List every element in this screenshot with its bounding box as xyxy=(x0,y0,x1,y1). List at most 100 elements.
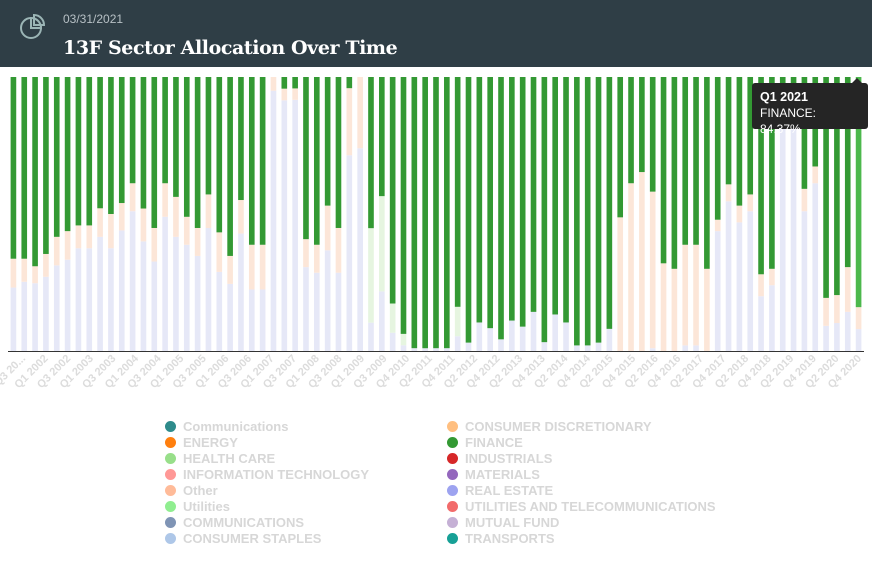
bar-utilities-q3-2010[interactable] xyxy=(400,333,407,346)
bar-consumer-staples-q3-2004[interactable] xyxy=(140,241,147,351)
bar-finance-q1-2010[interactable] xyxy=(379,77,385,197)
bar-finance-q3-2004[interactable] xyxy=(140,77,147,209)
bar-finance-q2-2016[interactable] xyxy=(649,77,656,192)
bar-consumer-staples-q3-2019[interactable] xyxy=(790,117,797,351)
bar-other-q4-2007[interactable] xyxy=(281,88,288,101)
bar-finance-q1-2021[interactable] xyxy=(855,77,862,308)
bar-finance-q2-2009[interactable] xyxy=(346,77,353,89)
bar-consumer-staples-q2-2007[interactable] xyxy=(259,289,266,351)
bar-consumer-staples-q2-2010[interactable] xyxy=(389,332,396,351)
bar-utilities-q1-2010[interactable] xyxy=(379,196,385,292)
bar-consumer-staples-q2-2002[interactable] xyxy=(43,276,49,351)
bar-consumer-staples-q3-2008[interactable] xyxy=(313,272,320,351)
bar-other-q3-2018[interactable] xyxy=(747,194,754,212)
bar-consumer-staples-q3-2020[interactable] xyxy=(834,323,840,351)
bar-consumer-staples-q3-2006[interactable] xyxy=(227,283,233,351)
bar-consumer-staples-q3-2014[interactable] xyxy=(574,345,580,351)
bar-consumer-staples-q1-2019[interactable] xyxy=(769,285,775,351)
bar-finance-q1-2016[interactable] xyxy=(639,77,645,173)
bar-consumer-staples-q2-2005[interactable] xyxy=(173,236,179,351)
bar-consumer-staples-q1-2002[interactable] xyxy=(32,283,38,351)
bar-consumer-staples-q4-2005[interactable] xyxy=(194,255,201,351)
bar-other-q2-2005[interactable] xyxy=(173,196,179,237)
bar-consumer-staples-q4-2008[interactable] xyxy=(324,250,331,351)
bar-finance-q1-2007[interactable] xyxy=(248,77,255,245)
bar-consumer-staples-q1-2018[interactable] xyxy=(725,201,732,351)
bar-finance-q1-2002[interactable] xyxy=(32,77,38,267)
bar-consumer-staples-q2-2009[interactable] xyxy=(346,155,353,351)
bar-other-q4-2005[interactable] xyxy=(194,227,201,256)
bar-consumer-staples-q4-2010[interactable] xyxy=(411,348,418,351)
bar-other-q2-2018[interactable] xyxy=(736,205,743,223)
bar-finance-q2-2020[interactable] xyxy=(823,77,829,298)
bar-other-q4-2004[interactable] xyxy=(151,227,158,262)
bar-finance-q4-2012[interactable] xyxy=(498,77,504,340)
bar-other-q3-2006[interactable] xyxy=(227,255,233,284)
bar-finance-q2-2010[interactable] xyxy=(389,77,396,304)
bar-other-q3-2016[interactable] xyxy=(660,263,667,351)
bar-consumer-staples-q2-2012[interactable] xyxy=(476,322,483,351)
bar-consumer-staples-q2-2008[interactable] xyxy=(303,267,309,351)
bar-finance-q4-2019[interactable] xyxy=(801,77,808,189)
bar-consumer-staples-q2-2013[interactable] xyxy=(519,326,526,351)
bar-finance-q4-2010[interactable] xyxy=(411,77,418,349)
bar-finance-q4-2003[interactable] xyxy=(108,77,114,214)
bar-other-q1-2004[interactable] xyxy=(118,203,125,231)
legend-item-consumer-staples[interactable]: CONSUMER STAPLES xyxy=(165,530,321,546)
bar-consumer-staples-q1-2009[interactable] xyxy=(335,272,342,351)
bar-other-q4-2019[interactable] xyxy=(801,188,808,212)
bar-other-q1-2019[interactable] xyxy=(769,268,775,286)
bar-consumer-staples-q2-2019[interactable] xyxy=(779,106,786,351)
legend-item-consumer-discretionary[interactable]: CONSUMER DISCRETIONARY xyxy=(447,418,652,434)
bar-other-q1-2007[interactable] xyxy=(248,244,255,290)
bar-other-q3-2015[interactable] xyxy=(617,217,624,351)
bar-consumer-staples-q1-2012[interactable] xyxy=(465,342,472,351)
bar-consumer-staples-q4-2007[interactable] xyxy=(281,100,288,351)
bar-other-q1-2017[interactable] xyxy=(682,244,689,346)
bar-finance-q4-2001[interactable] xyxy=(21,77,28,259)
bar-finance-q4-2018[interactable] xyxy=(758,77,764,275)
legend-item-information-technology[interactable]: INFORMATION TECHNOLOGY xyxy=(165,466,369,482)
legend-item-utilities-and-telecommunications[interactable]: UTILITIES AND TELECOMMUNICATIONS xyxy=(447,498,716,514)
legend-item-real-estate[interactable]: REAL ESTATE xyxy=(447,482,553,498)
bar-finance-q4-2011[interactable] xyxy=(454,77,461,307)
bar-finance-q3-2018[interactable] xyxy=(747,77,754,195)
bar-finance-q3-2012[interactable] xyxy=(487,77,493,329)
bar-other-q1-2020[interactable] xyxy=(812,166,819,184)
legend-item-other[interactable]: Other xyxy=(165,482,218,498)
bar-other-q4-2002[interactable] xyxy=(64,231,71,260)
bar-other-q4-2020[interactable] xyxy=(844,267,851,312)
bar-finance-q1-2014[interactable] xyxy=(552,77,558,315)
bar-finance-q1-2003[interactable] xyxy=(75,77,82,226)
bar-consumer-staples-q1-2006[interactable] xyxy=(205,227,212,351)
bar-consumer-staples-q4-2003[interactable] xyxy=(108,248,114,351)
bar-consumer-staples-q2-2018[interactable] xyxy=(736,222,743,351)
bar-finance-q2-2003[interactable] xyxy=(86,77,93,226)
bar-finance-q2-2015[interactable] xyxy=(606,77,613,329)
legend-item-materials[interactable]: MATERIALS xyxy=(447,466,540,482)
legend-item-communications[interactable]: Communications xyxy=(165,418,288,434)
bar-consumer-staples-q3-2001[interactable] xyxy=(10,287,17,351)
bar-other-q1-2003[interactable] xyxy=(75,225,82,249)
bar-consumer-staples-q3-2003[interactable] xyxy=(97,236,103,351)
bar-other-q4-2008[interactable] xyxy=(324,205,331,251)
bar-finance-q3-2001[interactable] xyxy=(10,77,17,259)
bar-consumer-staples-q4-2020[interactable] xyxy=(844,311,851,351)
bar-finance-q3-2015[interactable] xyxy=(617,77,624,218)
bar-other-q2-2008[interactable] xyxy=(303,239,309,268)
bar-other-q3-2004[interactable] xyxy=(140,208,147,242)
bar-other-q2-2009[interactable] xyxy=(346,88,353,156)
bar-other-q1-2002[interactable] xyxy=(32,266,38,284)
bar-finance-q1-2019[interactable] xyxy=(769,77,775,269)
bar-finance-q4-2006[interactable] xyxy=(238,77,244,201)
bar-other-q4-2003[interactable] xyxy=(108,214,114,249)
bar-finance-q1-2006[interactable] xyxy=(205,77,212,195)
legend-item-communications[interactable]: COMMUNICATIONS xyxy=(165,514,304,530)
bar-other-q2-2002[interactable] xyxy=(43,253,49,277)
bar-finance-q3-2005[interactable] xyxy=(183,77,190,217)
bar-consumer-staples-q2-2003[interactable] xyxy=(86,248,93,351)
bar-finance-q2-2008[interactable] xyxy=(303,77,309,240)
bar-other-q3-2009[interactable] xyxy=(357,77,363,149)
bar-consumer-staples-q3-2009[interactable] xyxy=(357,148,363,351)
bar-finance-q3-2013[interactable] xyxy=(530,77,537,312)
